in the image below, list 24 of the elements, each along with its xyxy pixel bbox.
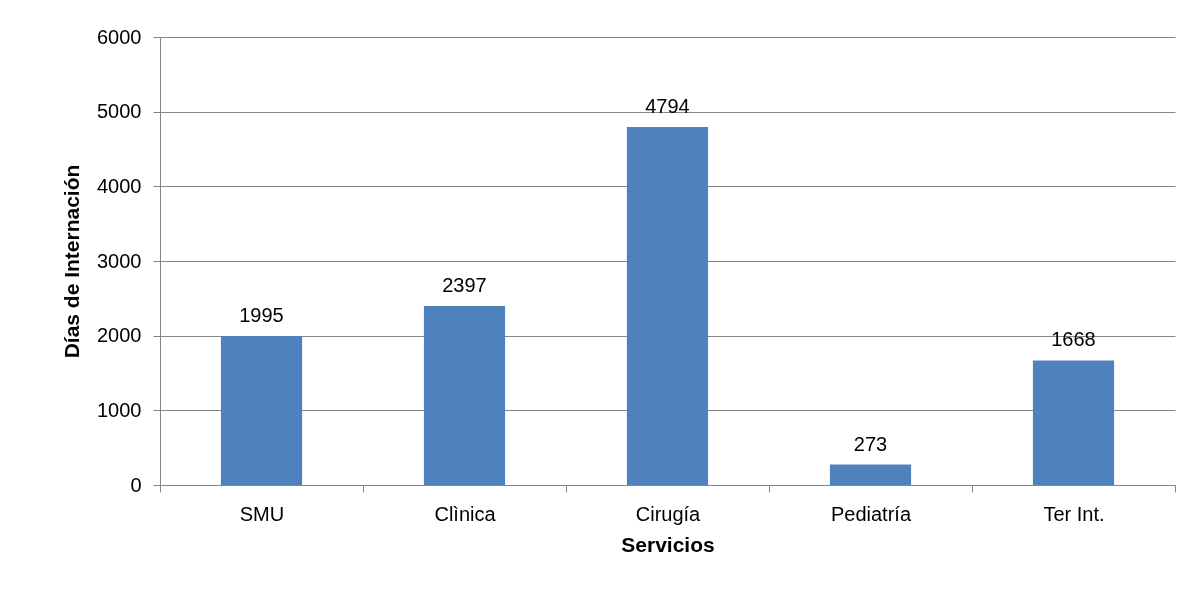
x-tick-label: Pediatría [830,502,912,525]
data-label: 273 [853,432,888,455]
data-label: 2397 [442,274,487,297]
y-tick-label: 0 [130,473,142,496]
y-tick-label: 2000 [97,324,142,347]
y-tick-label: 6000 [97,25,142,48]
bar [829,464,912,485]
bar [1032,360,1115,485]
y-tick-label: 3000 [97,249,142,272]
x-tick-label: SMU [239,502,285,525]
y-tick-label: 4000 [97,174,142,197]
bar [626,127,709,485]
bar [220,336,303,485]
x-axis-title: Servicios [621,532,715,556]
data-label: 4794 [645,95,690,118]
x-tick-label: Clìnica [434,502,497,525]
y-tick-label: 1000 [97,398,142,421]
y-axis-title: Días de Internación [60,164,84,359]
y-tick-label: 5000 [97,100,142,123]
data-label: 1668 [1051,328,1096,351]
bar [423,306,506,485]
x-tick-label: Cirugía [635,502,702,525]
x-tick-label: Ter Int. [1043,502,1105,525]
data-label: 1995 [239,304,284,327]
